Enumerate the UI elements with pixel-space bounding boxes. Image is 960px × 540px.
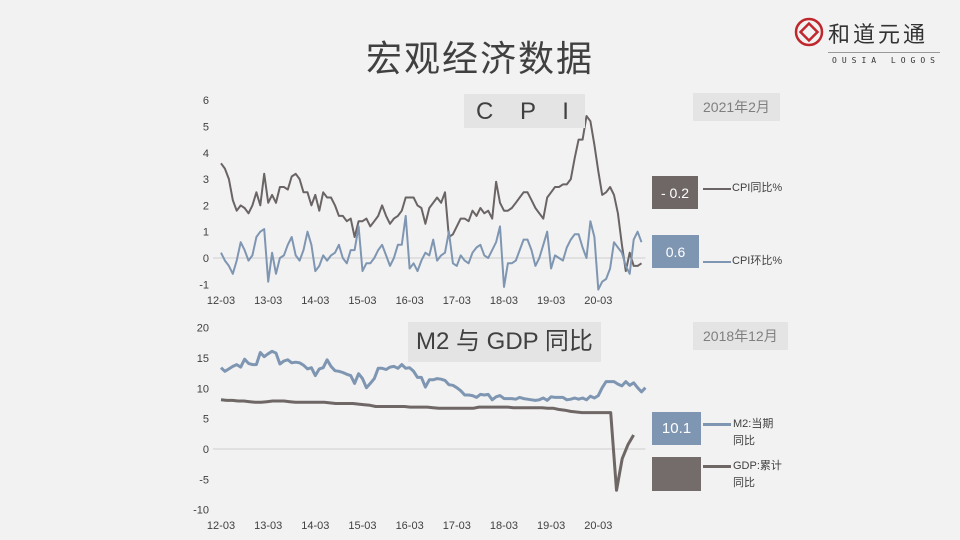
x-tick-label: 15-03 (348, 520, 376, 532)
series-line (220, 214, 643, 291)
x-tick-label: 20-03 (584, 520, 612, 532)
x-tick-label: 13-03 (254, 295, 282, 307)
x-tick-label: 17-03 (443, 520, 471, 532)
series-line (220, 115, 643, 273)
x-tick-label: 15-03 (348, 295, 376, 307)
cpi-yoy-legend-line (703, 188, 731, 190)
x-tick-label: 12-03 (207, 295, 235, 307)
y-tick-label: 6 (203, 95, 209, 107)
cpi-date-badge: 2021年2月 (693, 93, 780, 121)
coin-logo-icon (794, 17, 824, 47)
y-tick-label: 0 (203, 444, 209, 456)
x-tick-label: 17-03 (443, 295, 471, 307)
m2-value: 10.1 (652, 412, 701, 445)
logo-name-en: OUSIA LOGOS (832, 56, 940, 65)
m2-legend-line (703, 423, 731, 426)
m2-legend-label-line2: 同比 (733, 435, 755, 447)
cpi-mom-legend-line (703, 261, 731, 263)
m2-gdp-date-badge: 2018年12月 (693, 322, 788, 350)
gdp-legend-label: GDP:累计 同比 (733, 458, 782, 492)
y-tick-label: 4 (203, 148, 209, 160)
cpi-mom-legend-label: CPI环比% (732, 255, 783, 267)
x-tick-label: 14-03 (301, 520, 329, 532)
x-tick-label: 19-03 (537, 520, 565, 532)
y-tick-label: -5 (199, 474, 209, 486)
gdp-value (652, 457, 701, 491)
y-tick-label: 2 (203, 200, 209, 212)
x-tick-label: 14-03 (301, 295, 329, 307)
y-tick-label: 5 (203, 414, 209, 426)
company-logo: 和道元通 OUSIA LOGOS (794, 14, 944, 66)
y-tick-label: 20 (197, 323, 209, 335)
y-tick-label: 5 (203, 122, 209, 134)
y-tick-label: 1 (203, 227, 209, 239)
cpi-yoy-value: - 0.2 (652, 176, 698, 209)
cpi-chart-title: C P I (464, 94, 585, 128)
y-tick-label: 0 (203, 253, 209, 265)
y-tick-label: 10 (197, 383, 209, 395)
x-tick-label: 18-03 (490, 520, 518, 532)
x-tick-label: 13-03 (254, 520, 282, 532)
gdp-legend-label-line1: GDP:累计 (733, 460, 782, 472)
x-tick-label: 16-03 (396, 520, 424, 532)
cpi-mom-value: 0.6 (652, 235, 699, 268)
y-tick-label: 15 (197, 353, 209, 365)
cpi-yoy-legend-label: CPI同比% (732, 182, 783, 194)
m2-legend-label: M2:当期 同比 (733, 416, 773, 450)
series-line (220, 398, 635, 492)
logo-name-cn: 和道元通 (828, 23, 929, 48)
m2-gdp-chart-title: M2 与 GDP 同比 (408, 322, 601, 362)
x-tick-label: 12-03 (207, 520, 235, 532)
x-tick-label: 16-03 (396, 295, 424, 307)
y-tick-label: -10 (193, 505, 209, 517)
x-tick-label: 18-03 (490, 295, 518, 307)
gdp-legend-label-line2: 同比 (733, 477, 755, 489)
logo-divider (828, 52, 940, 53)
x-tick-label: 20-03 (584, 295, 612, 307)
m2-legend-label-line1: M2:当期 (733, 418, 774, 430)
page-title: 宏观经济数据 (365, 39, 594, 80)
gdp-legend-line (703, 465, 731, 468)
y-tick-label: 3 (203, 174, 209, 186)
x-tick-label: 19-03 (537, 295, 565, 307)
y-tick-label: -1 (199, 279, 209, 291)
